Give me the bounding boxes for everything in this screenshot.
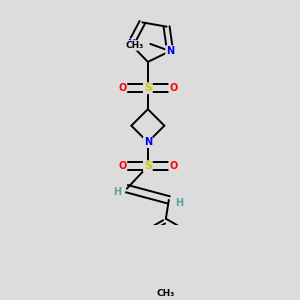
Text: O: O xyxy=(169,83,178,93)
Text: O: O xyxy=(118,83,127,93)
Text: H: H xyxy=(113,187,121,197)
Text: O: O xyxy=(169,161,178,171)
Text: H: H xyxy=(175,198,183,208)
Text: S: S xyxy=(144,161,152,171)
Text: N: N xyxy=(127,39,135,49)
Text: O: O xyxy=(118,161,127,171)
Text: S: S xyxy=(144,83,152,93)
Text: N: N xyxy=(166,46,174,56)
Text: CH₃: CH₃ xyxy=(125,41,144,50)
Text: N: N xyxy=(144,137,152,147)
Text: CH₃: CH₃ xyxy=(157,289,175,298)
